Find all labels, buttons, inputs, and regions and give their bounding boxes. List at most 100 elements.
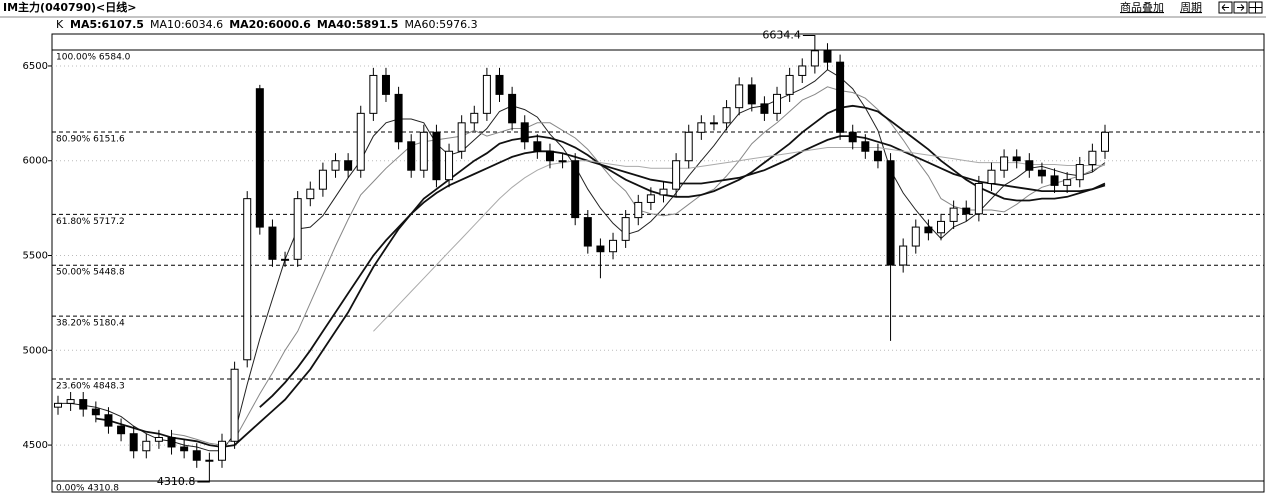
legend-entry: MA20:6000.6: [229, 18, 311, 31]
candle-body: [722, 107, 731, 124]
fib-label: 0.00% 4310.8: [56, 483, 119, 493]
fib-label: 100.00% 6584.0: [56, 53, 131, 63]
candle-body: [987, 169, 996, 184]
candle-body: [344, 160, 353, 171]
candle-body: [445, 150, 454, 181]
candle-body: [356, 112, 365, 171]
candle-body: [381, 74, 390, 95]
icon-left-arrow: [1221, 4, 1229, 11]
candle-body: [268, 226, 277, 260]
candle-body: [785, 74, 794, 95]
fib-label: 23.60% 4848.3: [56, 382, 125, 392]
candle-body: [937, 220, 946, 234]
candle-body: [1012, 156, 1021, 162]
candle-body: [154, 436, 163, 442]
candle-body: [962, 207, 971, 215]
candle-body: [974, 182, 983, 215]
candle-body: [167, 436, 176, 448]
candle-body: [558, 160, 567, 163]
candle-body: [1075, 164, 1084, 181]
candle-body: [848, 131, 857, 143]
candle-body: [672, 160, 681, 190]
candle-body: [659, 188, 668, 196]
icon-split-lines: [1249, 2, 1262, 13]
legend-entry: MA40:5891.5: [317, 18, 399, 31]
candle-body: [205, 459, 214, 462]
candle-body: [533, 141, 542, 152]
fib-label: 50.00% 5448.8: [56, 268, 125, 278]
y-tick-label: 4500: [23, 440, 48, 451]
candle-body: [255, 88, 264, 228]
candle-body: [104, 414, 113, 427]
low-arrow: [197, 480, 210, 483]
candle-body: [760, 103, 769, 114]
candle-body: [810, 50, 819, 67]
candle-body: [571, 160, 580, 219]
candle-body: [281, 258, 290, 261]
ma-line: [373, 147, 1106, 332]
candle-body: [697, 122, 706, 133]
candle-body: [1025, 160, 1034, 171]
chart-title: IM主力(040790)<日线>: [3, 0, 136, 14]
candle-body: [621, 217, 630, 241]
indicator-label: K: [56, 18, 64, 31]
high-annotation: 6634.4: [762, 28, 801, 41]
y-tick-label: 5000: [23, 345, 48, 356]
candle-body: [1088, 150, 1097, 166]
candle-body: [318, 169, 327, 190]
candle-body: [470, 112, 479, 124]
high-arrow: [802, 34, 816, 41]
candle-body: [293, 198, 302, 260]
candle-body: [861, 141, 870, 152]
candle-body: [495, 74, 504, 95]
candle-body: [142, 440, 151, 452]
icon-right[interactable]: [1233, 1, 1248, 14]
candle-body: [684, 131, 693, 162]
y-tick-label: 6500: [23, 61, 48, 72]
candle-body: [747, 84, 756, 105]
fib-label: 61.80% 5717.2: [56, 217, 125, 227]
candle-body: [432, 131, 441, 181]
candle-body: [634, 201, 643, 219]
candle-body: [545, 150, 554, 162]
candle-body: [192, 450, 201, 461]
candle-body: [91, 408, 100, 416]
candle-body: [520, 122, 529, 143]
candle-body: [457, 122, 466, 152]
y-tick-label: 5500: [23, 251, 48, 262]
nav-icons[interactable]: [1218, 1, 1263, 14]
candle-body: [306, 188, 315, 200]
candle-body: [117, 425, 126, 435]
candle-body: [1000, 156, 1009, 171]
candle-body: [873, 150, 882, 162]
candle-body: [508, 93, 517, 124]
candle-body: [646, 194, 655, 203]
candle-body: [369, 74, 378, 114]
icon-right-arrow: [1237, 4, 1245, 11]
candle-body: [230, 368, 239, 442]
low-annotation: 4310.8: [157, 475, 196, 488]
candle-body: [798, 65, 807, 76]
period-button[interactable]: 周期: [1180, 1, 1202, 14]
candle-body: [394, 93, 403, 143]
candle-body: [331, 160, 340, 171]
candle-body: [482, 74, 491, 114]
legend-entry: MA10:6034.6: [150, 18, 223, 31]
overlay-button[interactable]: 商品叠加: [1120, 0, 1164, 14]
candle-body: [773, 93, 782, 114]
icon-left[interactable]: [1218, 1, 1233, 14]
fib-label: 80.90% 6151.6: [56, 135, 125, 145]
candle-body: [924, 226, 933, 234]
fib-label: 38.20% 5180.4: [56, 319, 125, 329]
plot-frame: [51, 33, 1265, 493]
candle-body: [407, 141, 416, 171]
candle-body: [66, 399, 75, 404]
candle-body: [583, 217, 592, 247]
y-tick-label: 6000: [23, 156, 48, 167]
candle-body: [836, 61, 845, 133]
legend: MA5:6107.5 MA10:6034.6 MA20:6000.6 MA40:589…: [70, 18, 478, 31]
candle-body: [243, 198, 252, 361]
candle-body: [1101, 131, 1109, 152]
